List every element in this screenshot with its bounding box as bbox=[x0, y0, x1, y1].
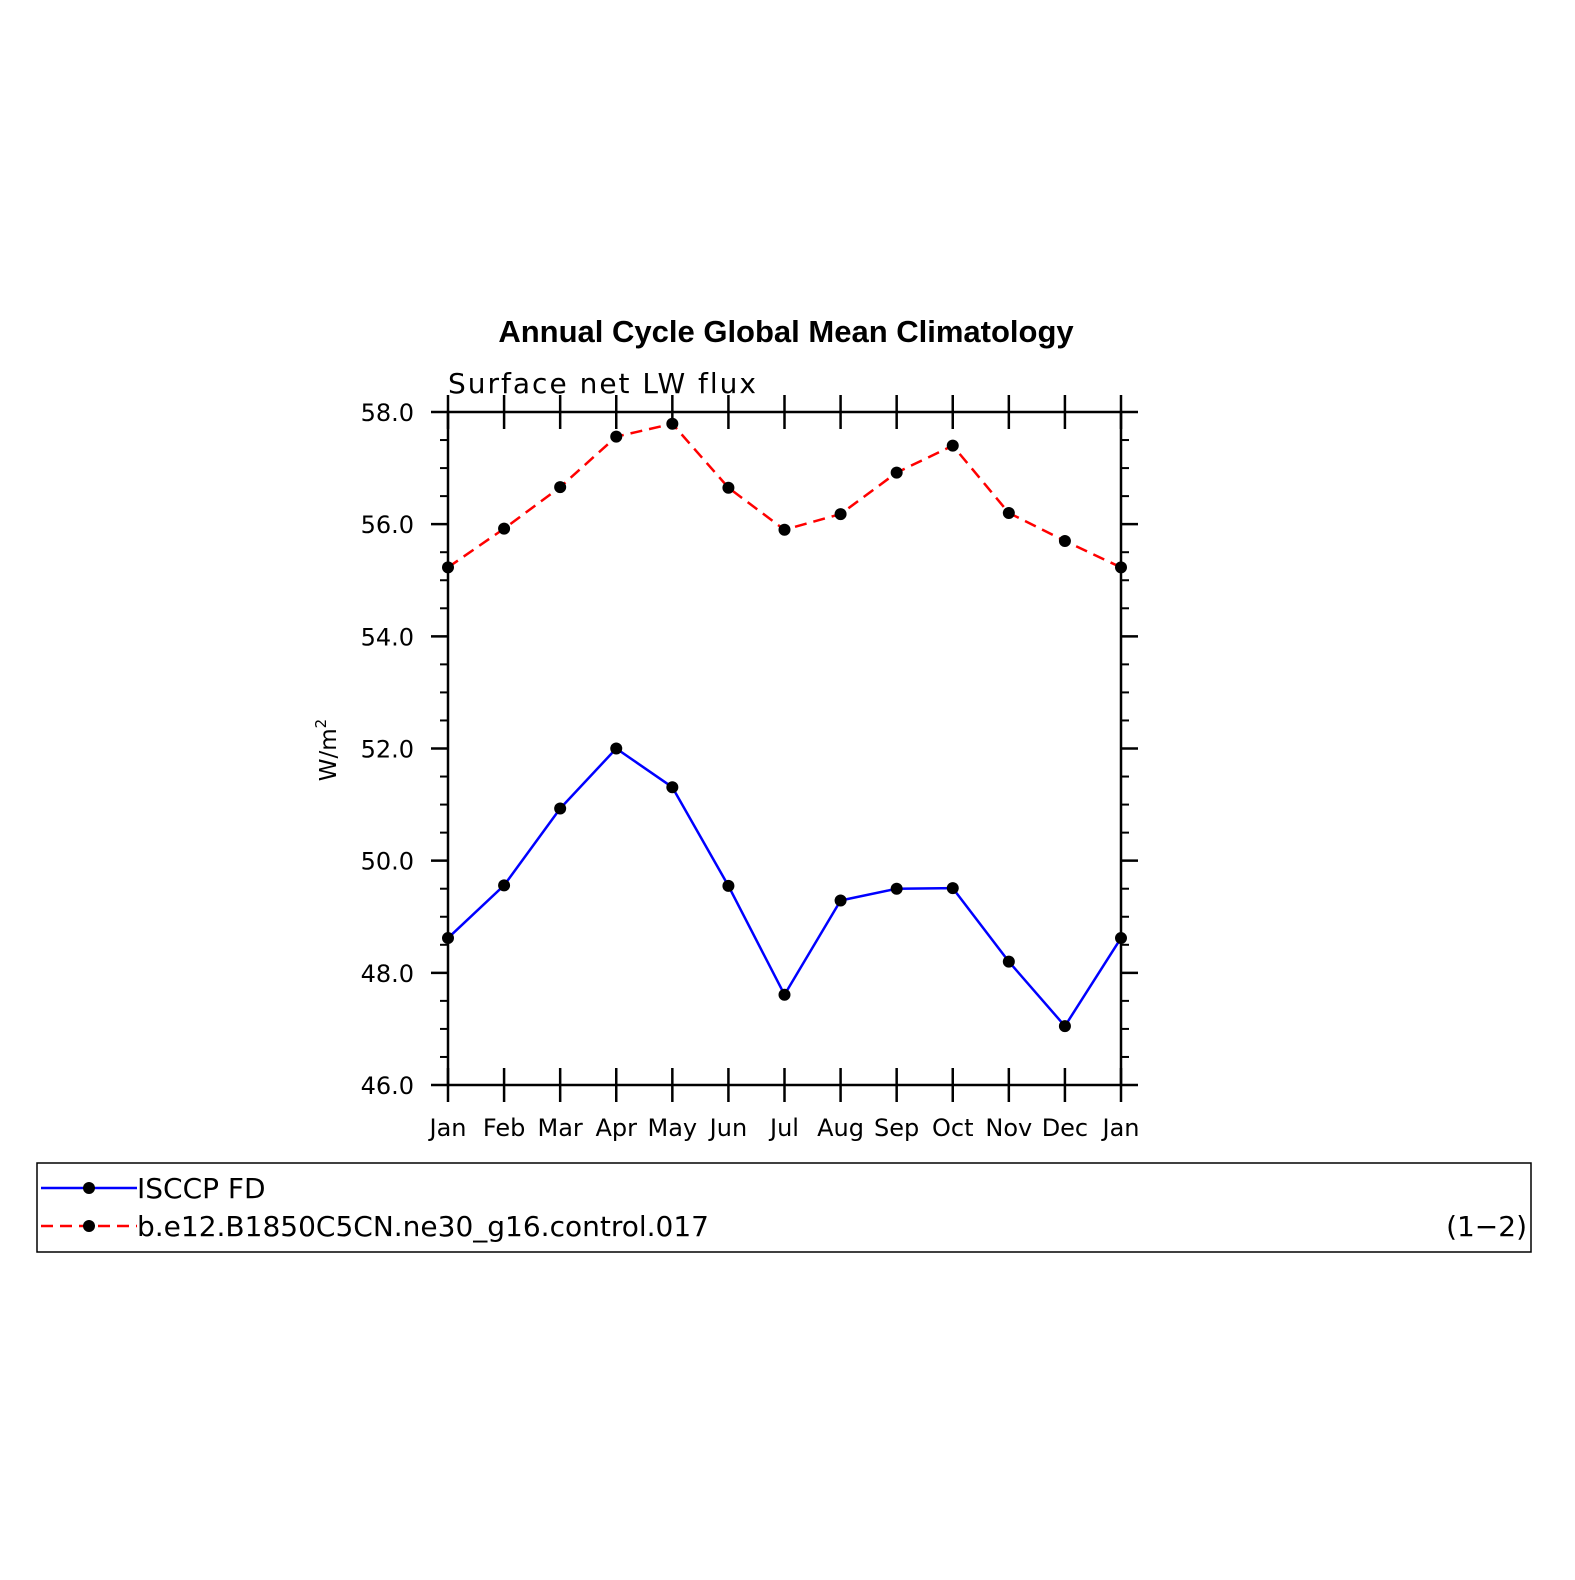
series-1-point bbox=[946, 882, 959, 895]
series-line-2 bbox=[447, 422, 1122, 569]
series-line-1 bbox=[447, 747, 1123, 1028]
y-tick-label: 46.0 bbox=[361, 1072, 414, 1100]
y-axis-label-superscript: 2 bbox=[312, 719, 330, 729]
legend-box bbox=[36, 1162, 1532, 1253]
x-tick-label: Feb bbox=[483, 1114, 526, 1142]
series-1-point bbox=[778, 988, 791, 1001]
x-tick-label: Sep bbox=[874, 1114, 919, 1142]
series-1-point bbox=[554, 802, 567, 815]
x-tick-label: Oct bbox=[932, 1114, 974, 1142]
x-tick-label: Jun bbox=[708, 1114, 748, 1142]
series-2-point bbox=[778, 523, 791, 536]
x-tick-label: Dec bbox=[1042, 1114, 1088, 1142]
series-2-point bbox=[834, 508, 847, 521]
x-tick-label: Jan bbox=[1101, 1114, 1140, 1142]
legend-label-1: ISCCP FD bbox=[137, 1172, 266, 1205]
x-tick-label: Apr bbox=[595, 1114, 637, 1142]
series-2-point bbox=[1002, 506, 1015, 519]
series-1-point bbox=[722, 879, 735, 892]
series-2-point bbox=[722, 481, 735, 494]
y-tick-label: 48.0 bbox=[361, 960, 414, 988]
series-2-point bbox=[1058, 534, 1071, 547]
x-tick-label: Nov bbox=[985, 1114, 1032, 1142]
y-tick-label: 58.0 bbox=[361, 399, 414, 427]
series-1-point bbox=[498, 879, 511, 892]
series-2-point bbox=[946, 439, 959, 452]
svg-text:W/m2: W/m2 bbox=[312, 719, 342, 781]
series-2-point bbox=[554, 481, 567, 494]
series-2-point bbox=[666, 417, 679, 430]
y-axis-label: W/m2 bbox=[312, 719, 342, 781]
legend-label-2: b.e12.B1850C5CN.ne30_g16.control.017 bbox=[137, 1210, 709, 1243]
series-1-point bbox=[1058, 1020, 1071, 1033]
series-2-point bbox=[1115, 561, 1127, 574]
chart-title: Annual Cycle Global Mean Climatology bbox=[498, 314, 1074, 349]
y-tick-label: 54.0 bbox=[361, 623, 414, 651]
series-1-point bbox=[610, 742, 623, 755]
series-1-point bbox=[834, 894, 847, 907]
y-tick-label: 56.0 bbox=[361, 511, 414, 539]
series-1-point bbox=[442, 932, 454, 945]
series-2-point bbox=[498, 522, 511, 535]
legend-marker-1 bbox=[83, 1182, 95, 1194]
series-2-point bbox=[442, 561, 454, 574]
series-2-point bbox=[610, 430, 623, 443]
x-tick-label: Aug bbox=[817, 1114, 864, 1142]
y-tick-label: 52.0 bbox=[361, 736, 414, 764]
series-1-point bbox=[1002, 955, 1015, 968]
plot-frame bbox=[446, 410, 1123, 1087]
x-tick-label: Jul bbox=[768, 1114, 799, 1142]
series-1-point bbox=[1115, 932, 1127, 945]
legend-marker-2 bbox=[83, 1220, 95, 1232]
legend: ISCCP FD b.e12.B1850C5CN.ne30_g16.control… bbox=[36, 1162, 1532, 1253]
series-1-point bbox=[890, 882, 903, 895]
y-tick-label: 50.0 bbox=[361, 848, 414, 876]
chart-subtitle: Surface net LW flux bbox=[448, 367, 758, 400]
series-2-point bbox=[890, 466, 903, 479]
x-tick-label: Jan bbox=[428, 1114, 467, 1142]
series-1-point bbox=[666, 781, 679, 794]
x-tick-label: May bbox=[648, 1114, 698, 1142]
plot-area: 46.0 48.0 50.0 52.0 54.0 56.0 58.0 Jan Feb Mar Apr… bbox=[361, 395, 1140, 1142]
x-tick-label: Mar bbox=[538, 1114, 583, 1142]
y-axis-label-text: W/m bbox=[316, 728, 342, 781]
panel-label: (1−2) bbox=[1446, 1210, 1527, 1243]
